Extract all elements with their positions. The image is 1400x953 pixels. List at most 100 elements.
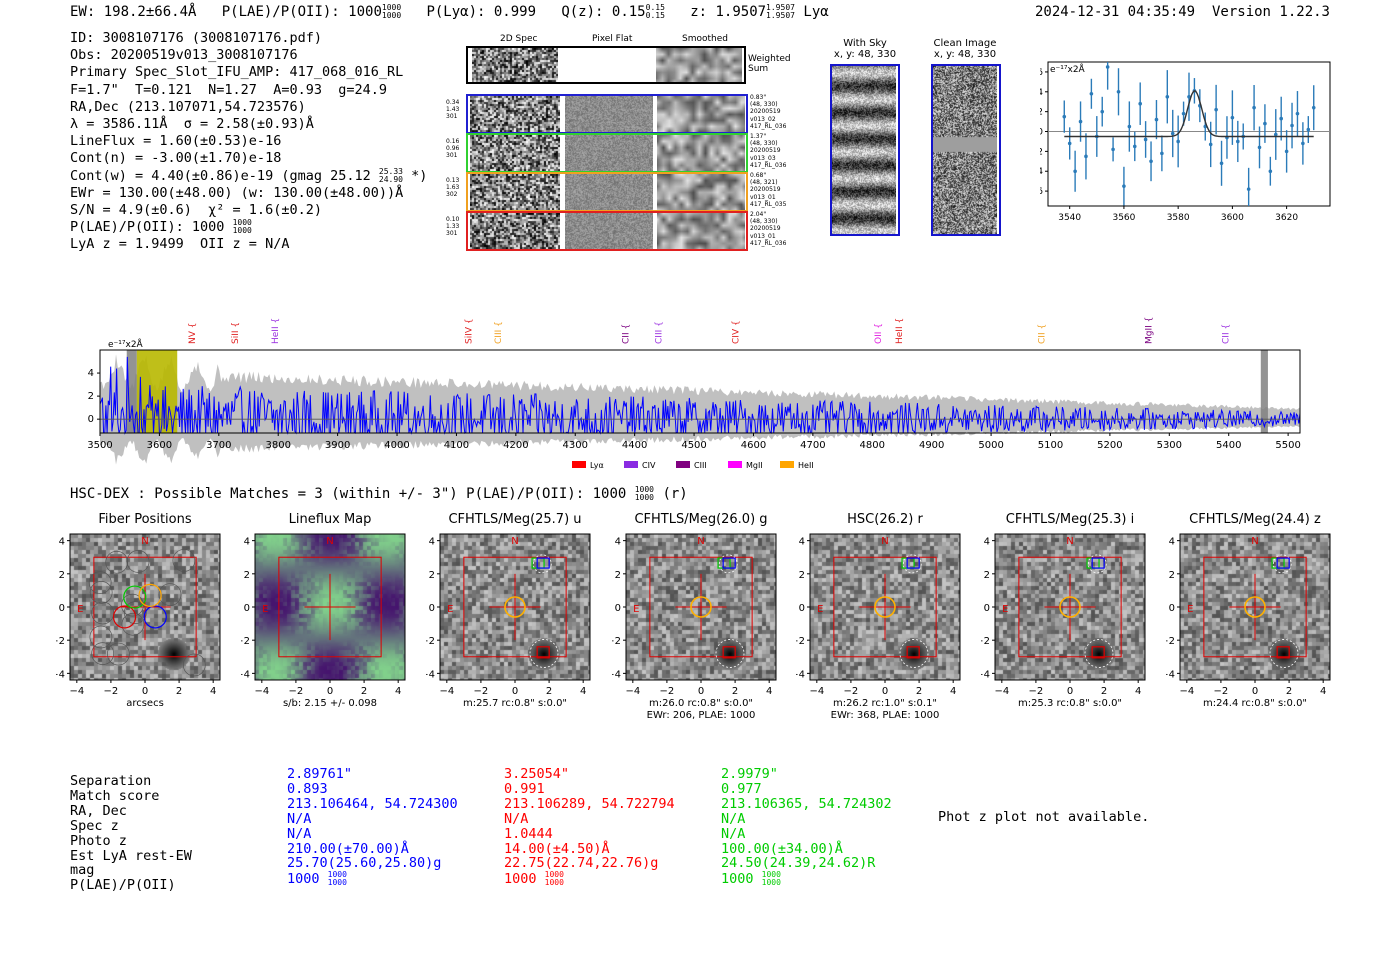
cutout-caption: m:25.3 rc:0.8" s:0.0" bbox=[1018, 698, 1122, 709]
emission-line-marker: CIII { bbox=[494, 321, 504, 344]
match-table-labels: Separation Match score RA, Dec Spec z Photo … bbox=[70, 774, 192, 893]
table-row-label: Separation bbox=[70, 773, 152, 789]
weighted-smoothed-image bbox=[656, 48, 742, 82]
table-cell: 2.89761" bbox=[287, 766, 353, 782]
full-xtick-label: 3500 bbox=[87, 440, 112, 451]
cutout-ytick-label: 0 bbox=[799, 603, 805, 614]
zoom-point bbox=[1268, 169, 1273, 174]
cutout-ytick-label: 2 bbox=[429, 570, 435, 581]
table-row-label: P(LAE)/P(OII) bbox=[70, 877, 176, 894]
table-cell: 0.977 bbox=[721, 780, 762, 797]
header-plae-frac: 1000 1000 bbox=[381, 3, 402, 20]
cutout-xtick-label: 2 bbox=[176, 686, 182, 697]
spec2d-row-meta: 0.68" (48, 321) 20200519 v013_01 417_RL_… bbox=[750, 172, 787, 208]
table-cell: 0.893 bbox=[287, 780, 328, 797]
zoom-point bbox=[1306, 127, 1311, 132]
cutout-xtick-label: 4 bbox=[395, 686, 401, 697]
cutout-ytick-label: −2 bbox=[1166, 636, 1175, 647]
cutout-ytick-label: 2 bbox=[615, 570, 621, 581]
cutout-ytick-label: 4 bbox=[1169, 537, 1175, 548]
info-lyaz: LyA z = 1.9499 OII z = N/A bbox=[70, 236, 290, 253]
fiber-circle bbox=[121, 593, 144, 617]
cutout-xtick-label: 4 bbox=[1135, 686, 1141, 697]
cutout-ytick-label: 4 bbox=[984, 537, 990, 548]
detection-info: ID: 3008107176 (3008107176.pdf) Obs: 2020… bbox=[70, 30, 427, 254]
match-box-red bbox=[536, 646, 550, 659]
spec2d-row-frame bbox=[466, 133, 748, 173]
table-cell: 1000 1000 1000 bbox=[287, 870, 347, 888]
zoom-unit-label: e⁻¹⁷x2Å bbox=[1050, 63, 1086, 75]
spec2d-row: 0.34 1.43 301 0.83" (48, 330) 20200519 v0… bbox=[440, 94, 800, 134]
cutout-ytick-label: −4 bbox=[981, 669, 990, 680]
cutout-title: Fiber Positions bbox=[98, 512, 192, 527]
cutout-xtick-label: −4 bbox=[994, 686, 1009, 697]
cutout-caption: m:25.7 rc:0.8" s:0.0" bbox=[463, 698, 567, 709]
match-box-blue bbox=[722, 557, 736, 569]
full-xtick-label: 5400 bbox=[1216, 440, 1241, 451]
cutout-ytick-label: 0 bbox=[59, 603, 65, 614]
full-xtick-label: 4700 bbox=[800, 440, 825, 451]
zoom-xtick-label: 3580 bbox=[1167, 213, 1190, 223]
zoom-point bbox=[1089, 91, 1094, 96]
full-xtick-label: 5500 bbox=[1275, 440, 1300, 451]
cutout-panel: N E 4 −4 2 −2 0 0 −2 2 −4 4 m:24.4 rc:0.8" s:0.0" bbox=[1166, 533, 1331, 709]
pixelflat-col-label: Pixel Flat bbox=[592, 34, 633, 44]
cutout-ytick-label: 2 bbox=[244, 570, 250, 581]
full-xtick-label: 4100 bbox=[444, 440, 469, 451]
match-box-blue bbox=[1091, 557, 1105, 569]
zoom-point bbox=[1100, 109, 1105, 114]
zoom-point bbox=[1236, 139, 1240, 144]
cutout-xtick-label: 0 bbox=[142, 686, 148, 697]
full-ytick-label: 0 bbox=[88, 414, 94, 425]
compass-north: N bbox=[881, 536, 888, 547]
zoom-point bbox=[1154, 117, 1159, 122]
spec2d-row-stats: 0.34 1.43 301 bbox=[446, 99, 460, 121]
cutout-title: CFHTLS/Meg(25.7) u bbox=[448, 512, 582, 527]
zoom-point bbox=[1078, 119, 1083, 124]
cutout-xtick-label: −2 bbox=[289, 686, 304, 697]
compass-east: E bbox=[633, 604, 639, 615]
zoom-point bbox=[1105, 65, 1110, 69]
spec2d-cutout bbox=[470, 213, 560, 249]
zoom-ytick-label: -2 bbox=[1040, 147, 1043, 157]
header-summary: EW: 198.2±66.4Å P(LAE)/P(OII): 1000 1000 1… bbox=[70, 3, 829, 21]
table-cell: 213.106289, 54.722794 bbox=[504, 795, 675, 812]
cutout-panel: N E 4 −4 2 −2 0 0 −2 2 −4 4 s/b: 2.15 +/- 0.098 bbox=[241, 533, 406, 709]
table-cell: 2.9979" bbox=[721, 766, 778, 782]
cutout-title: CFHTLS/Meg(26.0) g bbox=[634, 512, 768, 527]
match-table-column: 2.89761" 0.893 213.106464, 54.724300 N/A N/A… bbox=[287, 767, 458, 887]
table-row-label: Photo z bbox=[70, 832, 127, 849]
spec2d-row-stats: 0.13 1.63 302 bbox=[446, 177, 460, 199]
clean-image bbox=[933, 66, 997, 234]
table-cell: 100.00(±34.00)Å bbox=[721, 840, 843, 857]
cutout-title: CFHTLS/Meg(25.3) i bbox=[1005, 512, 1135, 527]
full-error-band bbox=[100, 354, 1300, 465]
cutout-ytick-label: −2 bbox=[796, 636, 805, 647]
emission-line-label: CII { bbox=[622, 324, 632, 344]
cutout-ytick-label: 0 bbox=[244, 603, 250, 614]
match-box-red bbox=[1091, 646, 1105, 659]
table-cell: 3.25054" bbox=[504, 766, 570, 782]
zoom-point bbox=[1116, 89, 1121, 94]
zoom-point bbox=[1252, 105, 1256, 110]
aperture-circle bbox=[690, 596, 712, 618]
zoom-ytick-label: -4 bbox=[1040, 167, 1043, 177]
compass-north: N bbox=[511, 536, 518, 547]
cutout-ytick-label: −2 bbox=[981, 636, 990, 647]
full-ytick-label: 4 bbox=[88, 368, 94, 379]
zoom-point bbox=[1257, 145, 1262, 150]
match-box-blue bbox=[906, 557, 920, 569]
cutout-xtick-label: 4 bbox=[1320, 686, 1326, 697]
cutout-caption: m:26.0 rc:0.8" s:0.0" bbox=[649, 698, 753, 709]
zoom-point bbox=[1084, 154, 1088, 159]
cutout-xtick-label: −4 bbox=[69, 686, 84, 697]
spec2d-row: 0.16 0.96 301 1.37" (48, 330) 20200519 v0… bbox=[440, 133, 800, 173]
table-cell: 1000 1000 1000 bbox=[504, 870, 564, 888]
zoom-point bbox=[1311, 105, 1316, 110]
emission-line-label: HeII { bbox=[895, 318, 905, 344]
with-sky-title: With Sky x, y: 48, 330 bbox=[833, 38, 897, 60]
search-box bbox=[649, 556, 753, 658]
cutout-xtick-label: 2 bbox=[916, 686, 922, 697]
pixel-flat-cutout bbox=[565, 213, 653, 249]
zoom-point bbox=[1143, 137, 1148, 142]
